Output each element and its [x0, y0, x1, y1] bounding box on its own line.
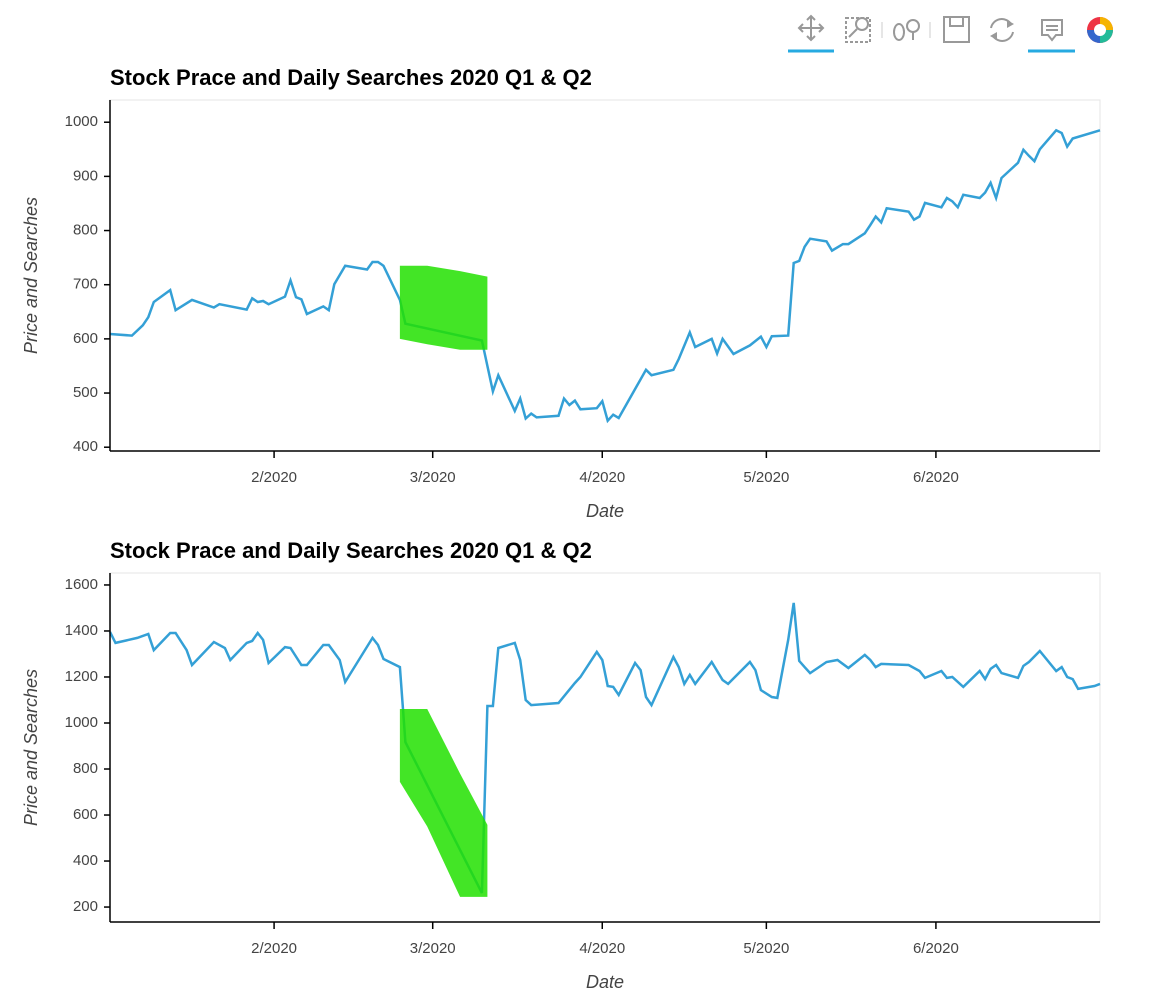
x-tick-label: 2/2020 [251, 469, 297, 486]
y-tick-label: 1400 [65, 622, 98, 639]
x-axis-label: Date [586, 972, 624, 992]
line-series [109, 128, 1101, 424]
bokeh-logo[interactable] [1087, 17, 1113, 43]
box-zoom-tool[interactable] [845, 17, 871, 43]
x-tick-label: 3/2020 [410, 469, 456, 486]
y-tick-label: 400 [73, 438, 98, 455]
y-tick-label: 1000 [65, 113, 98, 130]
band-area [399, 708, 488, 897]
y-tick-label: 800 [73, 760, 98, 777]
y-axis-label: Price and Searches [21, 669, 41, 826]
x-tick-label: 5/2020 [743, 469, 789, 486]
wheel-zoom-tool[interactable] [893, 19, 920, 41]
y-tick-label: 600 [73, 806, 98, 823]
y-tick-label: 400 [73, 852, 98, 869]
x-tick-label: 3/2020 [410, 940, 456, 957]
x-tick-label: 2/2020 [251, 940, 297, 957]
y-tick-label: 500 [73, 384, 98, 401]
y-tick-label: 800 [73, 222, 98, 239]
x-tick-label: 6/2020 [913, 469, 959, 486]
x-tick-label: 6/2020 [913, 940, 959, 957]
y-axis-label: Price and Searches [21, 197, 41, 354]
x-tick-label: 4/2020 [579, 469, 625, 486]
plot-frame [109, 572, 1101, 923]
band-area [399, 265, 488, 350]
chart-title: Stock Prace and Daily Searches 2020 Q1 &… [110, 538, 592, 563]
x-axis-label: Date [586, 501, 624, 521]
toolbar [788, 14, 1113, 53]
hover-tool[interactable] [1028, 19, 1075, 53]
reset-tool[interactable] [990, 18, 1014, 42]
pan-tool[interactable] [788, 14, 834, 53]
save-tool[interactable] [943, 16, 970, 43]
x-tick-label: 4/2020 [579, 940, 625, 957]
y-tick-label: 700 [73, 276, 98, 293]
y-tick-label: 900 [73, 167, 98, 184]
y-tick-label: 1200 [65, 668, 98, 685]
x-tick-label: 5/2020 [743, 940, 789, 957]
plot-frame [109, 99, 1101, 452]
y-tick-label: 1000 [65, 714, 98, 731]
line-series [108, 602, 1101, 894]
y-tick-label: 1600 [65, 576, 98, 593]
chart-title: Stock Prace and Daily Searches 2020 Q1 &… [110, 65, 592, 90]
y-tick-label: 200 [73, 898, 98, 915]
y-tick-label: 600 [73, 330, 98, 347]
